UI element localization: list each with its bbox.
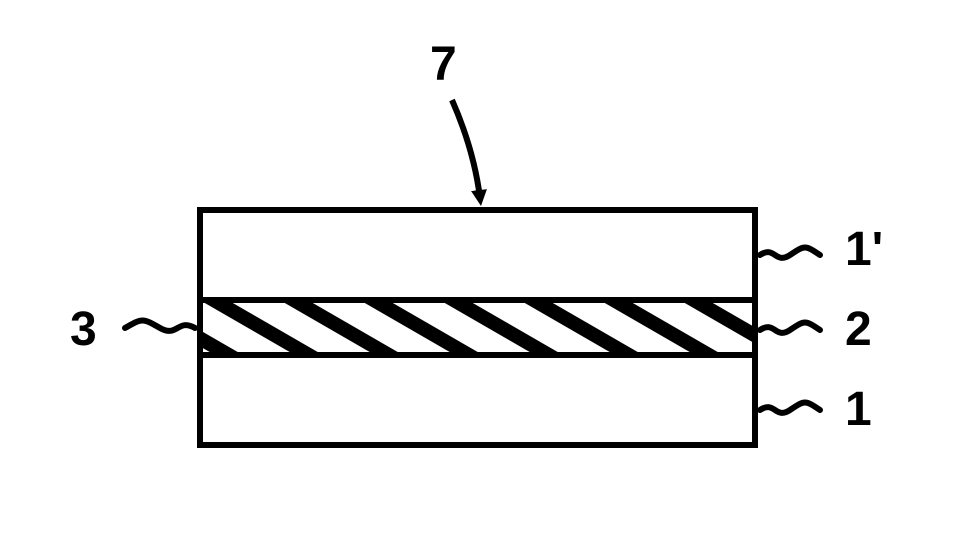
- label-2: 2: [845, 303, 872, 356]
- label-3: 3: [70, 303, 97, 356]
- layer-1: [200, 355, 755, 445]
- callout-1: 1: [760, 383, 872, 436]
- cross-section-diagram: 7 1' 2 1 3: [0, 0, 956, 537]
- label-1: 1: [845, 383, 872, 436]
- layer-2-hatched: [200, 300, 755, 355]
- layer-1prime: [200, 210, 755, 300]
- leader-7: [452, 100, 480, 198]
- callout-1prime: 1': [760, 223, 883, 276]
- callout-2: 2: [760, 303, 872, 356]
- callout-3: 3: [70, 303, 195, 356]
- leader-2: [760, 323, 820, 333]
- callout-7: 7: [430, 38, 480, 198]
- label-7: 7: [430, 38, 457, 91]
- leader-3: [125, 321, 195, 331]
- label-1prime: 1': [845, 223, 883, 276]
- leader-1: [760, 403, 820, 413]
- leader-1prime: [760, 248, 820, 258]
